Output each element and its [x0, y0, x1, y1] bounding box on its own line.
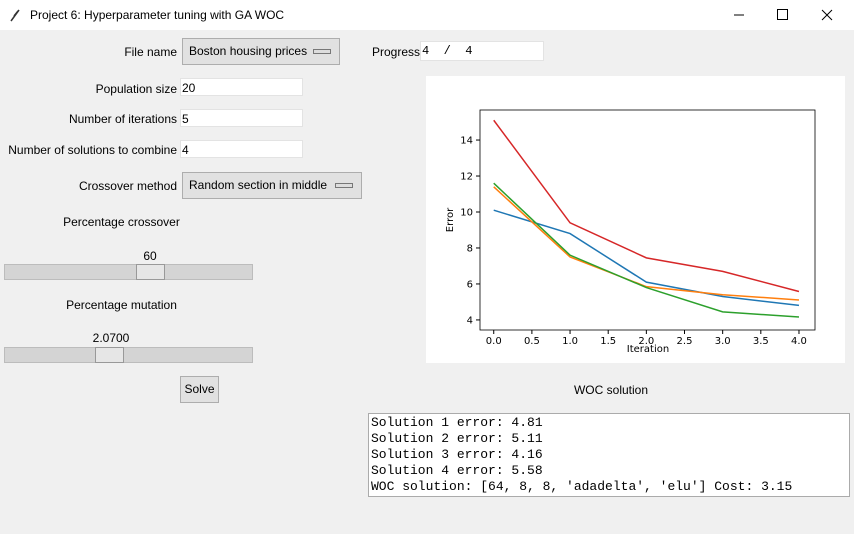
slider-thumb[interactable] [95, 347, 124, 363]
y-tick-label: 12 [460, 172, 473, 183]
field-label: Number of solutions to combine [8, 143, 177, 157]
text-entry[interactable]: 4 [180, 140, 303, 158]
x-tick-label: 2.5 [677, 336, 693, 347]
y-tick-label: 8 [467, 243, 473, 254]
woc-title: WOC solution [573, 383, 649, 397]
text-entry[interactable]: 20 [180, 78, 303, 96]
slider-label: Percentage crossover [63, 215, 180, 229]
dropdown-indicator [313, 49, 331, 54]
crossover-slider[interactable] [4, 264, 253, 280]
output-line: Solution 2 error: 5.11 [371, 431, 543, 446]
field-label: File name [124, 45, 177, 59]
output-line: Solution 3 error: 4.16 [371, 447, 543, 462]
series-line [493, 182, 800, 318]
y-tick-label: 6 [467, 279, 473, 290]
slider-thumb[interactable] [136, 264, 165, 280]
mutation-slider[interactable] [4, 347, 253, 363]
dropdown-indicator [335, 183, 353, 188]
dropdown-value: Boston housing prices [189, 44, 308, 58]
series-line [493, 119, 800, 293]
output-line: Solution 4 error: 5.58 [371, 463, 543, 478]
series-line [493, 186, 800, 301]
output-line: WOC solution: [64, 8, 8, 'adadelta', 'el… [371, 479, 793, 494]
x-tick-label: 4.0 [791, 336, 807, 347]
y-tick-label: 14 [460, 136, 473, 147]
x-tick-label: 0.5 [524, 336, 540, 347]
progress-entry[interactable]: 4 / 4 [420, 41, 544, 61]
file-dropdown[interactable]: Boston housing prices [182, 38, 340, 65]
slider-value: 60 [143, 249, 157, 263]
x-tick-label: 3.5 [753, 336, 769, 347]
solve-button[interactable]: Solve [180, 376, 219, 403]
slider-value: 2.0700 [92, 331, 130, 345]
dropdown-value: Random section in middle [189, 178, 328, 192]
output-line: Solution 1 error: 4.81 [371, 415, 543, 430]
field-label: Number of iterations [68, 112, 177, 126]
x-tick-label: 2.0 [638, 336, 654, 347]
x-axis-label: Iteration [627, 344, 669, 355]
field-label: Progress [372, 45, 421, 59]
y-axis-label: Error [445, 207, 456, 232]
plot-frame [479, 109, 816, 331]
chart: Iteration Error 0.0 0.5 1.0 1.5 2.0 2.5 3.0 3.5… [426, 76, 845, 363]
app-icon [10, 9, 20, 22]
window-controls[interactable] [720, 0, 854, 30]
slider-label: Percentage mutation [66, 298, 177, 312]
title-bar: Project 6: Hyperparameter tuning with GA… [0, 0, 854, 30]
series-line [493, 209, 800, 307]
window-title: Project 6: Hyperparameter tuning with GA… [30, 8, 285, 22]
field-label: Population size [95, 82, 177, 96]
field-label: Crossover method [78, 179, 177, 193]
y-tick-label: 4 [467, 315, 473, 326]
x-tick-label: 0.0 [486, 336, 502, 347]
x-tick-label: 3.0 [715, 336, 731, 347]
y-tick-label: 10 [460, 207, 473, 218]
crossover-dropdown[interactable]: Random section in middle [182, 172, 362, 199]
x-tick-label: 1.5 [600, 336, 616, 347]
x-tick-label: 1.0 [562, 336, 578, 347]
woc-output[interactable]: Solution 1 error: 4.81 Solution 2 error: … [368, 413, 850, 497]
text-entry[interactable]: 5 [180, 109, 303, 127]
